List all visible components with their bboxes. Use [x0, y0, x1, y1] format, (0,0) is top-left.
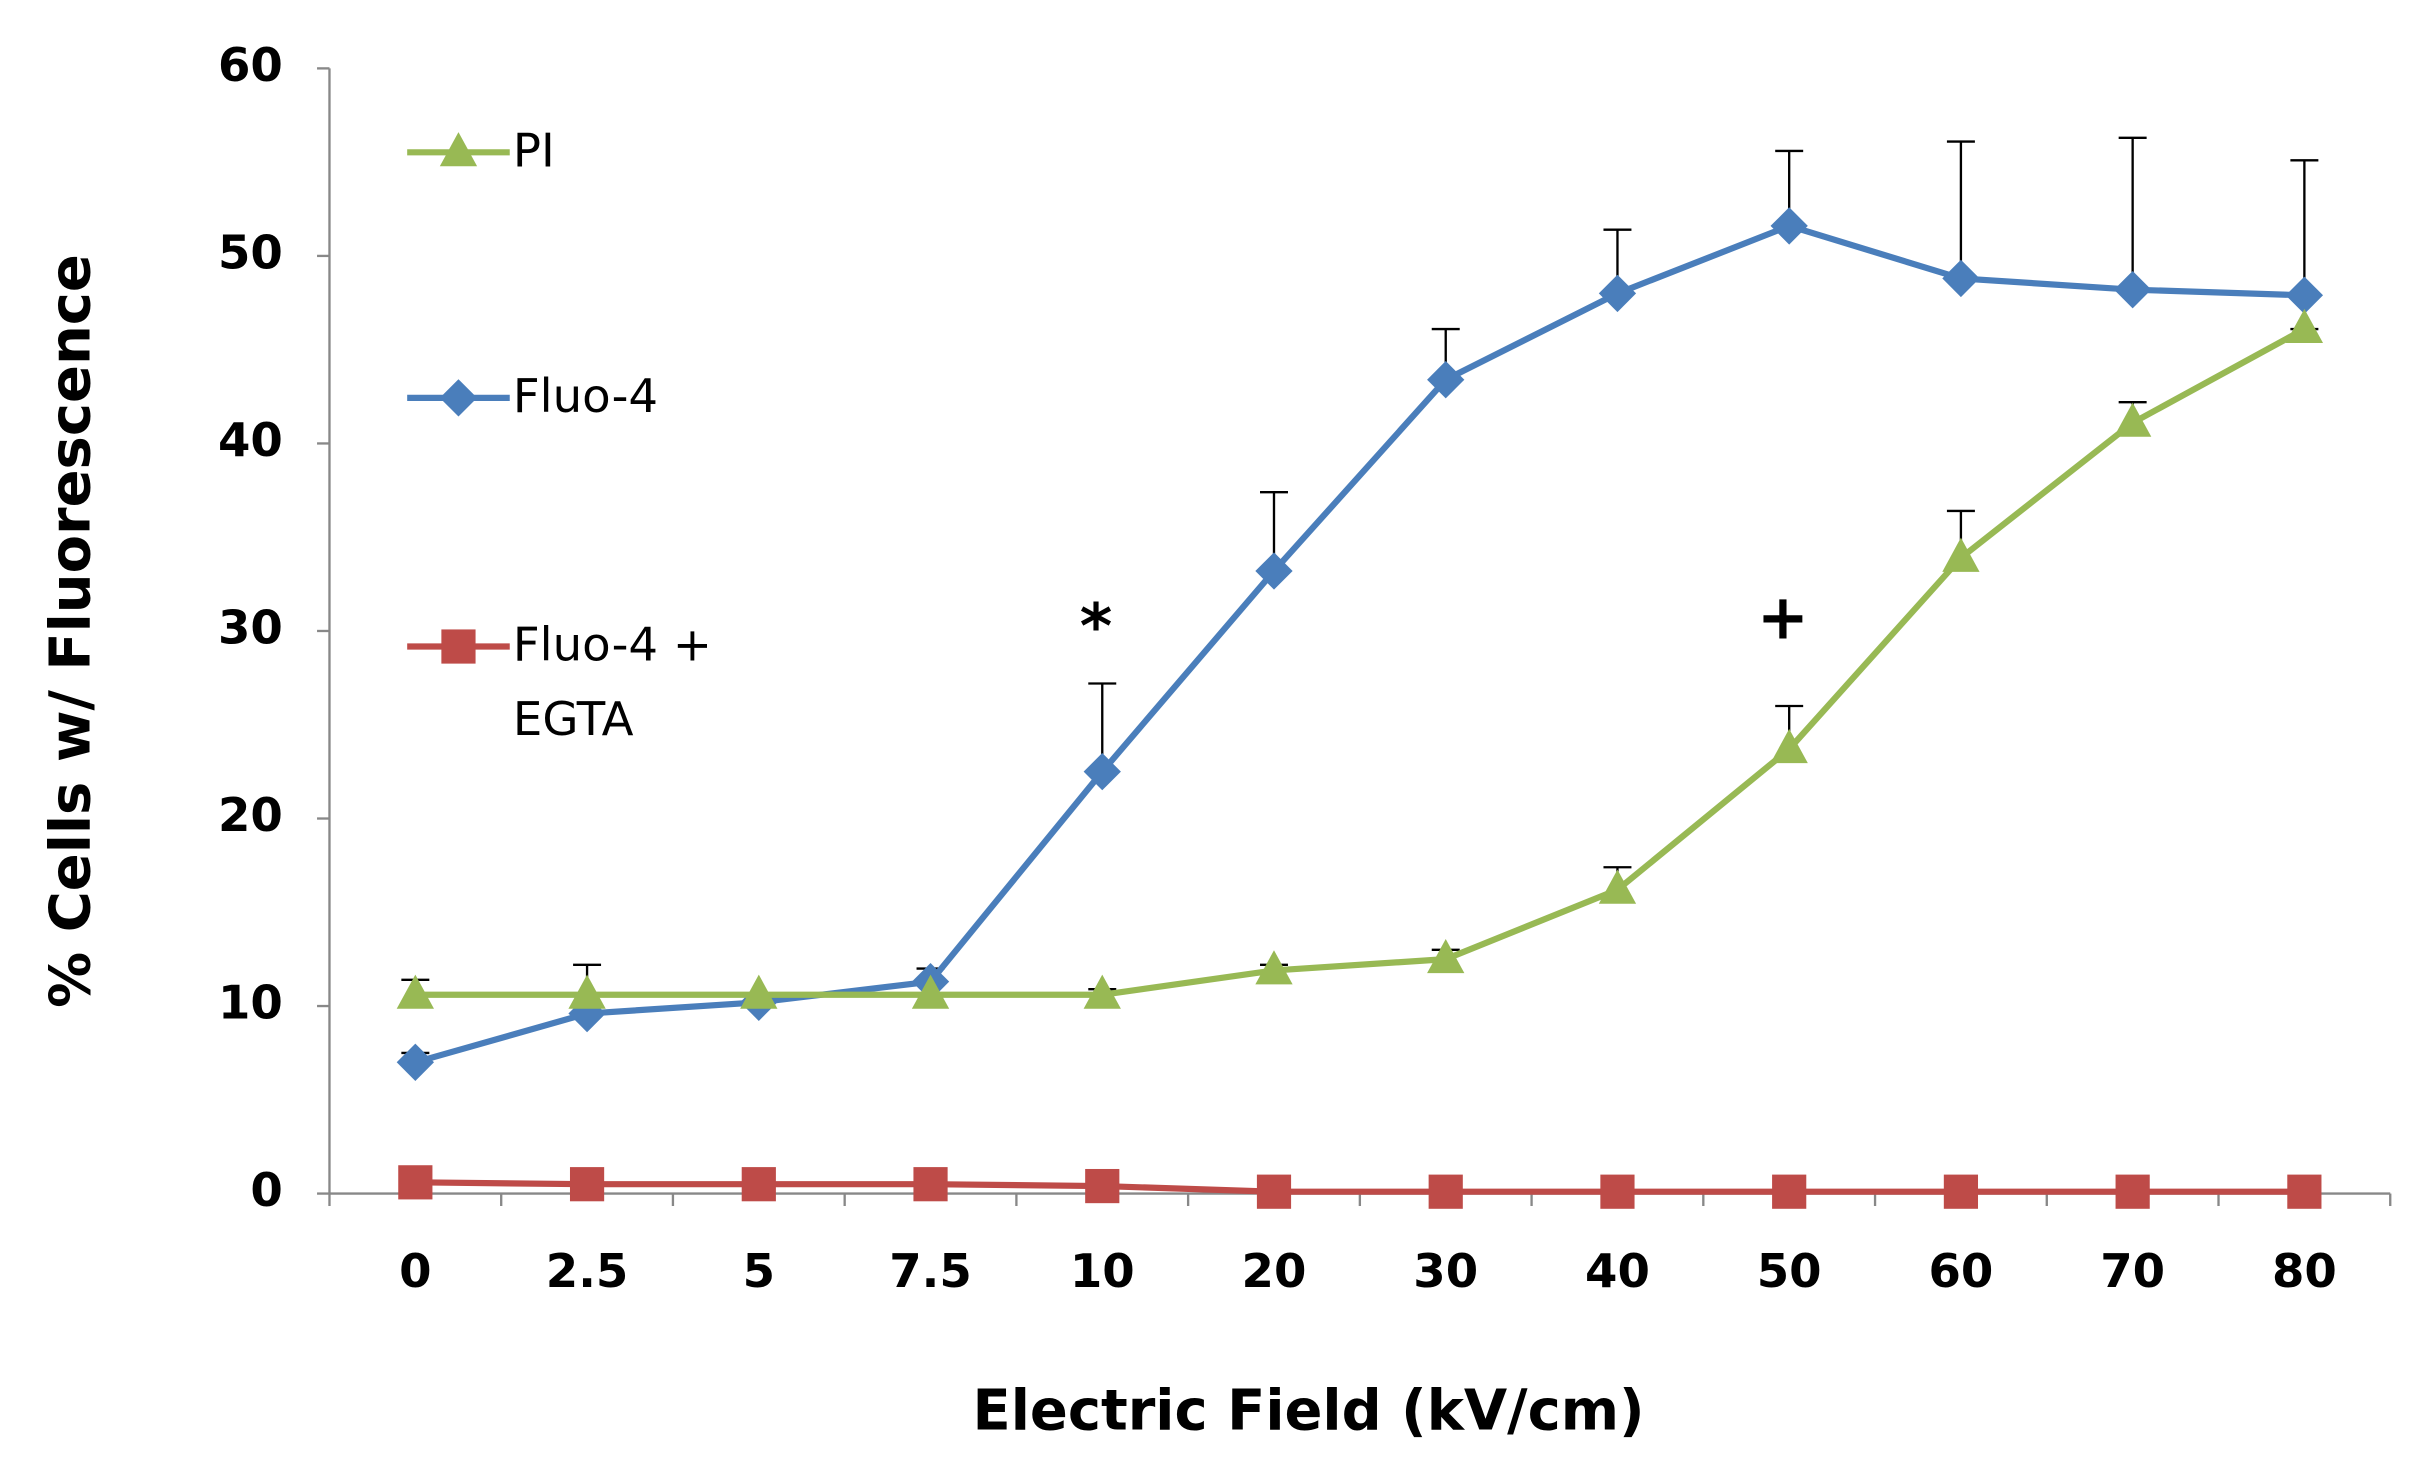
- marker: [439, 379, 478, 417]
- marker: [741, 1167, 776, 1202]
- marker: [740, 974, 778, 1009]
- error-bar: [1946, 140, 1975, 279]
- marker: [441, 629, 476, 664]
- x-tick-label: 7.5: [889, 1244, 972, 1298]
- marker: [396, 1043, 434, 1081]
- legend-entry: Fluo-4: [407, 369, 659, 425]
- x-tick-label: 80: [2272, 1244, 2337, 1298]
- marker: [1772, 1174, 1807, 1209]
- marker: [1083, 974, 1121, 1009]
- marker: [439, 132, 478, 167]
- annotation: *: [1080, 590, 1113, 663]
- y-tick-label: 30: [218, 600, 283, 654]
- error-bar: [2290, 159, 2319, 296]
- marker: [1598, 869, 1637, 904]
- y-tick-label: 50: [218, 225, 283, 279]
- legend-label: Fluo-4: [512, 369, 659, 425]
- marker: [1770, 207, 1808, 245]
- error-bar: [2118, 136, 2147, 290]
- series-line: [414, 222, 2305, 1066]
- marker: [396, 974, 434, 1009]
- x-tick-label: 50: [1757, 1244, 1822, 1298]
- marker: [2113, 402, 2152, 437]
- legend-entry: Fluo-4 + EGTA: [407, 618, 712, 748]
- marker: [1942, 537, 1980, 572]
- marker: [1428, 1174, 1463, 1209]
- series-line: [415, 326, 2306, 998]
- legend-label-box: Fluo-4: [512, 369, 659, 425]
- legend-label: Fluo-4 + EGTA: [512, 618, 712, 748]
- x-tick-label: 10: [1070, 1244, 1135, 1298]
- legend-label-box: PI: [512, 124, 555, 179]
- y-tick-label: 20: [218, 788, 283, 842]
- y-axis-title: % Cells w/ Fluorescence: [39, 254, 104, 1008]
- marker: [2285, 276, 2324, 314]
- series-line: [415, 1179, 2305, 1195]
- y-tick-label: 40: [218, 413, 283, 467]
- marker: [2115, 1174, 2150, 1209]
- x-tick-label: 2.5: [546, 1244, 629, 1298]
- marker: [1770, 728, 1808, 764]
- marker: [911, 974, 950, 1009]
- marker: [1255, 950, 1293, 985]
- marker: [1598, 274, 1637, 313]
- marker: [1943, 1174, 1979, 1209]
- x-tick-label: 5: [743, 1244, 775, 1298]
- marker: [1427, 938, 1465, 974]
- marker: [569, 1167, 605, 1202]
- x-tick-label: 0: [399, 1244, 431, 1298]
- legend-label: PI: [512, 124, 555, 179]
- x-axis-title: Electric Field (kV/cm): [973, 1378, 1645, 1443]
- x-tick-label: 30: [1413, 1244, 1478, 1298]
- marker: [1255, 552, 1293, 590]
- y-tick-label: 60: [218, 38, 283, 92]
- marker: [1256, 1174, 1292, 1209]
- y-tick-label: 0: [250, 1163, 282, 1217]
- x-tick-label: 40: [1585, 1244, 1650, 1298]
- x-tick-label: 70: [2100, 1244, 2165, 1298]
- marker: [913, 1167, 948, 1202]
- x-tick-label: 60: [1928, 1244, 1993, 1298]
- x-tick-label: 20: [1242, 1244, 1307, 1298]
- marker: [568, 974, 606, 1009]
- marker: [2287, 1174, 2322, 1209]
- marker: [1942, 259, 1980, 298]
- legend-label-box: Fluo-4 + EGTA: [512, 618, 712, 748]
- annotation: +: [1757, 581, 1809, 654]
- marker: [2113, 271, 2152, 309]
- marker: [2285, 308, 2324, 344]
- marker: [1427, 361, 1465, 399]
- marker: [1085, 1168, 1120, 1204]
- marker: [1600, 1174, 1635, 1209]
- marker: [398, 1165, 433, 1200]
- y-tick-label: 10: [218, 976, 283, 1030]
- legend-entry: PI: [407, 124, 555, 179]
